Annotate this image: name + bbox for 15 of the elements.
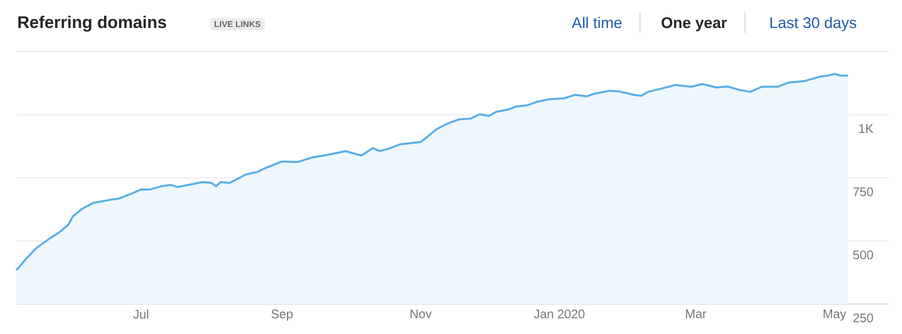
y-tick-label: 750 bbox=[853, 187, 873, 196]
x-tick-label: Nov bbox=[410, 310, 432, 318]
y-tick-label: 1K bbox=[859, 124, 874, 133]
y-tick-label: 500 bbox=[853, 250, 873, 260]
x-tick-label: Jul bbox=[133, 310, 148, 319]
text: All time bbox=[572, 16, 622, 28]
x-tick-label: Sep bbox=[271, 310, 293, 321]
text: LIVE LINKS bbox=[214, 21, 260, 28]
x-tick-label: May bbox=[824, 310, 846, 321]
text: One year bbox=[662, 17, 727, 32]
text: Last 30 days bbox=[770, 16, 856, 32]
chart-title: Referring domains bbox=[18, 16, 166, 32]
x-tick-label: Mar bbox=[686, 310, 706, 318]
y-tick-label: 250 bbox=[853, 314, 873, 322]
x-tick-label: Jan 2020 bbox=[534, 310, 584, 318]
